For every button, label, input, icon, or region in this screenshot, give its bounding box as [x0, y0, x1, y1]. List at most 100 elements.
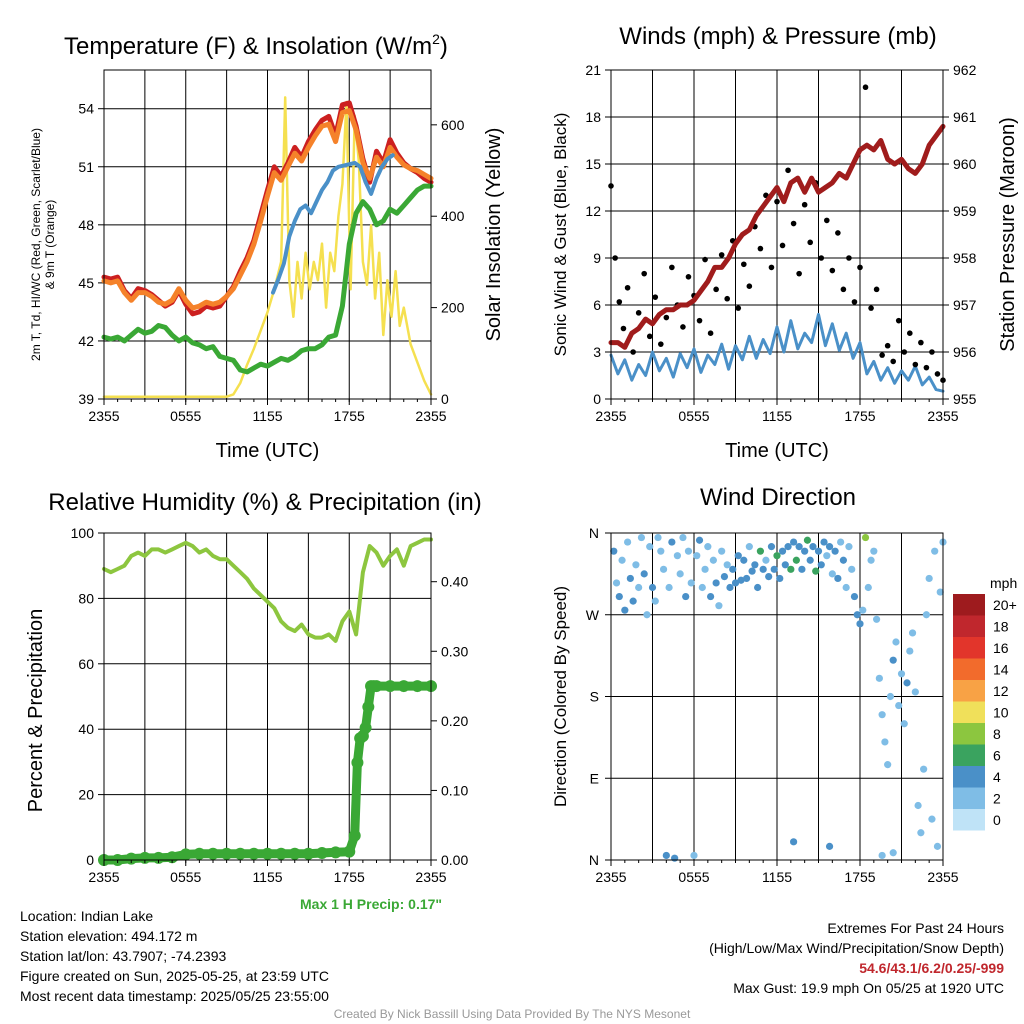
legend-label: 4: [993, 769, 1001, 785]
max-gust-text: Max Gust: 19.9 mph On 05/25 at 1920 UTC: [733, 980, 1004, 996]
direction-point: [612, 579, 621, 587]
gust-point: [696, 317, 703, 324]
direction-point: [897, 670, 906, 678]
direction-point: [806, 556, 814, 564]
gust-point: [818, 255, 825, 261]
elevation-text: Station elevation: 494.172 m: [20, 928, 198, 944]
direction-point: [610, 547, 618, 555]
y2-tick-label: 959: [953, 203, 977, 219]
direction-point: [823, 552, 831, 560]
precip-point: [247, 847, 260, 860]
direction-point: [803, 536, 812, 544]
legend-label: 8: [993, 726, 1001, 742]
x-tick-label: 1155: [762, 408, 792, 424]
y-tick-label: 18: [585, 109, 601, 125]
gust-point: [702, 256, 708, 263]
x-tick-label: 2355: [88, 869, 119, 885]
direction-point: [687, 579, 695, 587]
gust-point: [934, 371, 941, 377]
direction-point: [759, 565, 767, 573]
x-axis-label: Time (UTC): [725, 440, 829, 462]
gust-point: [635, 310, 642, 316]
y2-tick-label: 0.20: [441, 713, 468, 729]
y-axis-label: Percent & Precipitation: [25, 609, 47, 812]
precip-point: [125, 852, 138, 865]
direction-point: [632, 561, 640, 569]
recent-data-text: Most recent data timestamp: 2025/05/25 2…: [20, 988, 329, 1004]
direction-point: [817, 561, 825, 569]
direction-point: [659, 565, 668, 573]
precip-point: [302, 847, 315, 860]
gust-point: [862, 84, 869, 91]
gust-point: [663, 314, 670, 321]
gust-point: [652, 294, 659, 300]
direction-point: [740, 556, 748, 564]
y-tick-label: 39: [78, 391, 94, 407]
direction-point: [936, 588, 944, 596]
legend-label: 12: [993, 683, 1009, 699]
direction-point: [756, 547, 765, 555]
gust-point: [846, 255, 852, 261]
direction-point: [704, 543, 712, 551]
direction-point: [790, 838, 798, 846]
gust-point: [746, 283, 753, 290]
direction-point: [920, 765, 928, 773]
direction-point: [654, 533, 662, 542]
panel-winds: 0 3 6 9 12 15 18 21 955 956 957 958 959 960 961 962 2355…: [551, 23, 1019, 462]
gust-point: [835, 230, 841, 236]
gust-point: [879, 352, 885, 358]
y-tick-label: 21: [585, 62, 601, 78]
y-tick-label: N: [589, 525, 599, 541]
x-axis-label: Time (UTC): [216, 440, 320, 462]
direction-point: [734, 552, 742, 560]
x-tick-label: 2355: [595, 869, 626, 885]
direction-point: [671, 854, 679, 862]
gust-point: [620, 325, 627, 332]
legend-label: 18: [993, 619, 1009, 635]
gust-point: [779, 242, 786, 249]
legend-label: 20+: [993, 597, 1017, 613]
direction-point: [742, 574, 751, 583]
gust-point: [774, 198, 780, 205]
direction-point: [889, 849, 897, 857]
extremes-title: Extremes For Past 24 Hours: [827, 920, 1004, 936]
direction-point: [837, 538, 845, 546]
y-tick-label: 9: [593, 250, 601, 266]
direction-point: [673, 552, 682, 560]
direction-point: [933, 842, 942, 850]
x-tick-label: 2355: [595, 408, 626, 424]
precip-point: [362, 700, 375, 713]
direction-point: [676, 570, 684, 578]
precip-point: [207, 847, 219, 860]
direction-point: [765, 573, 773, 581]
precip-point: [193, 847, 206, 860]
direction-point: [767, 543, 776, 551]
y-axis-label: Sonic Wind & Gust (Blue, Black): [551, 113, 570, 357]
direction-point: [875, 674, 883, 682]
direction-point: [748, 567, 756, 575]
gust-point: [923, 364, 930, 371]
y2-tick-label: 200: [441, 300, 465, 316]
direction-point: [859, 606, 867, 614]
y-tick-label: 60: [78, 656, 94, 672]
direction-point: [848, 565, 856, 573]
y-tick-label: N: [589, 852, 599, 868]
gust-point: [713, 286, 719, 293]
y2-tick-label: 0.30: [441, 643, 468, 659]
direction-point: [914, 801, 922, 810]
direction-point: [723, 561, 731, 569]
y2-tick-label: 0.10: [441, 782, 468, 798]
direction-point: [864, 583, 872, 592]
gust-point: [829, 267, 836, 274]
direction-point: [850, 592, 859, 601]
direction-point: [745, 543, 753, 551]
extremes-panel: Extremes For Past 24 Hours (High/Low/Max…: [709, 918, 1004, 998]
direction-point: [701, 565, 709, 573]
direction-point: [712, 579, 720, 587]
y2-tick-label: 600: [441, 117, 465, 133]
direction-point: [684, 547, 693, 555]
legend-swatch: [953, 637, 985, 659]
panel-humidity: 0 20 40 60 80 100 0.00 0.10 0.20 0.30 0.40 2355 0555…: [25, 489, 482, 885]
direction-point: [809, 543, 817, 551]
direction-point: [754, 583, 762, 592]
